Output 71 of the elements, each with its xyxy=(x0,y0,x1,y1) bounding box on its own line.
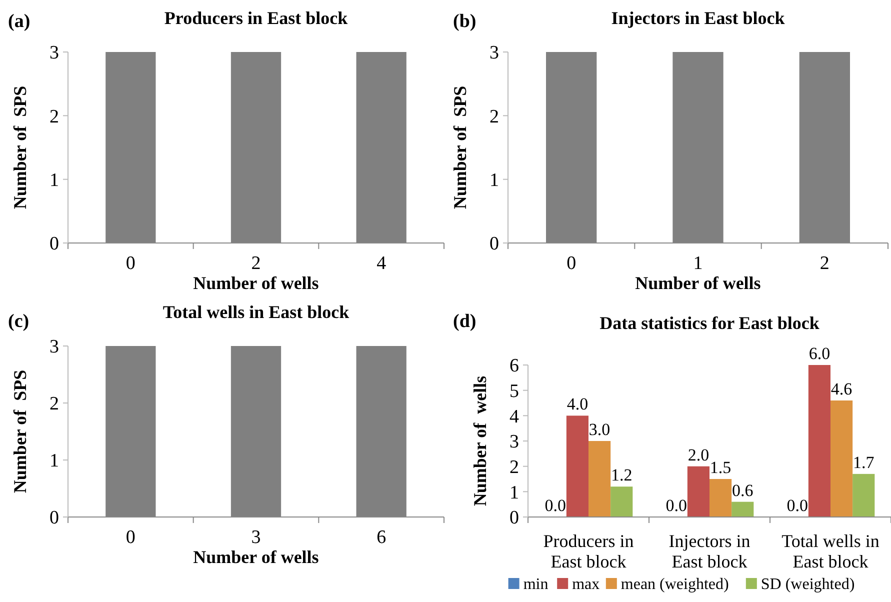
x-axis-title: Number of wells xyxy=(193,547,319,567)
data-label: 3.0 xyxy=(588,420,610,439)
data-label: 1.2 xyxy=(611,466,632,485)
y-tick-label: 3 xyxy=(50,336,59,358)
data-label: 0.0 xyxy=(666,496,687,515)
y-tick-label: 1 xyxy=(50,170,59,191)
chart-title: Total wells in East block xyxy=(162,302,350,322)
y-tick-label: 6 xyxy=(510,356,519,377)
x-tick-label: 2 xyxy=(820,253,830,274)
bar xyxy=(830,400,853,517)
y-tick-label: 3 xyxy=(490,42,499,64)
bar xyxy=(808,365,830,517)
x-tick-label: 3 xyxy=(251,527,261,548)
chart-title: Producers in East block xyxy=(164,8,348,28)
x-tick-label: 1 xyxy=(693,253,703,274)
bar xyxy=(588,441,611,517)
y-tick-label: 2 xyxy=(50,394,59,415)
y-tick-label: 5 xyxy=(510,380,519,402)
bar xyxy=(687,466,710,517)
bar xyxy=(610,486,633,517)
legend-label: max xyxy=(572,576,600,593)
y-tick-label: 0 xyxy=(50,508,59,529)
text: (d) xyxy=(453,311,476,332)
y-tick-label: 3 xyxy=(510,432,519,453)
x-axis-title: Number of wells xyxy=(193,273,319,293)
y-tick-label: 0 xyxy=(50,234,59,255)
y-tick-label: 3 xyxy=(50,42,59,64)
legend-label: mean (weighted) xyxy=(620,576,729,593)
data-label: 0.0 xyxy=(786,496,808,515)
y-tick-label: 2 xyxy=(490,106,499,128)
x-axis-title: Number of wells xyxy=(635,273,761,293)
data-label: 4.0 xyxy=(566,394,588,414)
y-tick-label: 1 xyxy=(510,482,519,504)
x-tick-label: 4 xyxy=(376,253,387,274)
y-axis-title: Number of wells xyxy=(470,376,490,506)
bar xyxy=(732,502,754,517)
bar xyxy=(710,479,732,517)
y-tick-label: 2 xyxy=(50,106,59,128)
chart-title: Data statistics for East block xyxy=(600,313,820,333)
y-tick-label: 0 xyxy=(510,508,519,529)
x-tick-label: Producers in East block xyxy=(543,531,634,572)
x-tick-label: 0 xyxy=(126,527,136,548)
legend-label: SD (weighted) xyxy=(760,576,855,593)
text: (c) xyxy=(8,311,30,332)
chart-title: Injectors in East block xyxy=(611,8,785,28)
text: (b) xyxy=(453,11,476,32)
x-tick-label: 2 xyxy=(251,253,261,274)
y-tick-label: 1 xyxy=(490,170,499,191)
data-label: 1.7 xyxy=(853,452,875,472)
y-axis-title: Number of SPS xyxy=(10,370,30,494)
y-axis-title: Number of SPS xyxy=(450,86,470,210)
y-tick-label: 2 xyxy=(510,456,519,478)
data-label: 6.0 xyxy=(808,344,830,363)
x-tick-label: 0 xyxy=(126,253,136,274)
y-tick-label: 1 xyxy=(50,450,59,472)
bar xyxy=(566,416,588,517)
x-tick-label: Injectors in East block xyxy=(668,531,750,572)
data-label: 0.6 xyxy=(732,480,754,500)
y-tick-label: 0 xyxy=(490,234,499,255)
x-tick-label: 0 xyxy=(566,253,576,274)
x-tick-label: 6 xyxy=(376,527,386,548)
text: (a) xyxy=(8,11,30,32)
y-axis-title: Number of SPS xyxy=(10,86,30,210)
x-tick-label: Total wells in East block xyxy=(782,531,880,572)
legend-label: min xyxy=(523,576,548,593)
bar xyxy=(852,474,875,517)
data-label: 4.6 xyxy=(830,379,852,398)
data-label: 2.0 xyxy=(688,445,710,464)
data-label: 1.5 xyxy=(710,458,732,477)
data-label: 0.0 xyxy=(544,496,566,515)
y-tick-label: 4 xyxy=(510,406,520,428)
